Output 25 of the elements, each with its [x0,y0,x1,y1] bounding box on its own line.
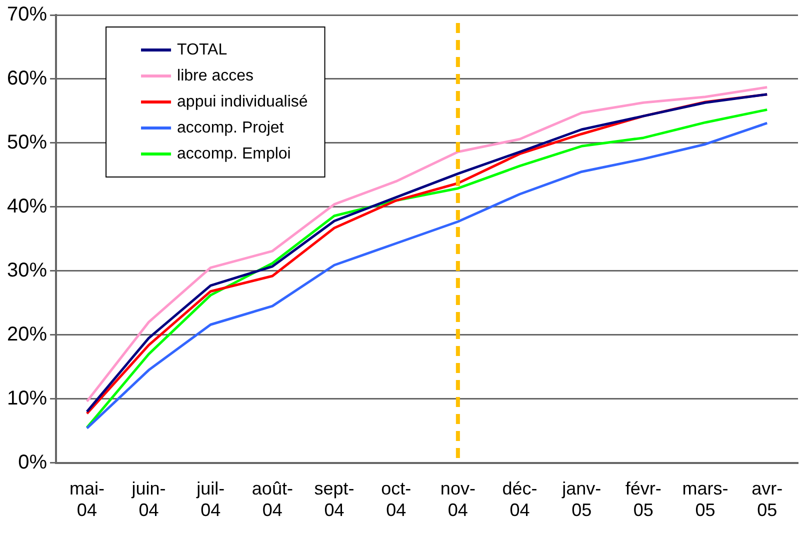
x-tick-label: avr-05 [752,478,783,520]
y-tick-label: 10% [7,387,48,410]
x-tick-label: févr-05 [625,478,662,520]
y-tick-label: 30% [7,259,48,282]
x-tick-label: sept-04 [314,478,354,520]
x-tick-label: mai-04 [69,478,104,520]
x-tick-label: mars-05 [682,478,728,520]
y-tick-label: 60% [7,67,48,90]
x-tick-label: déc-04 [502,478,538,520]
legend-label: TOTAL [177,41,228,58]
legend-label: accomp. Projet [177,119,284,136]
y-tick-label: 50% [7,131,48,154]
y-tick-label: 20% [7,323,48,346]
x-tick-label: juin-04 [130,478,166,520]
x-tick-label: janv-05 [561,478,602,520]
x-tick-label: juil-04 [196,478,225,520]
x-tick-label: août-04 [252,478,293,520]
legend-label: accomp. Emploi [177,145,291,162]
x-tick-label: oct-04 [381,478,412,520]
legend-label: libre acces [177,67,254,84]
x-tick-label: nov-04 [440,478,476,520]
y-tick-label: 0% [18,451,48,474]
y-tick-label: 70% [7,4,48,26]
y-tick-label: 40% [7,195,48,218]
legend-label: appui individualisé [177,93,308,110]
